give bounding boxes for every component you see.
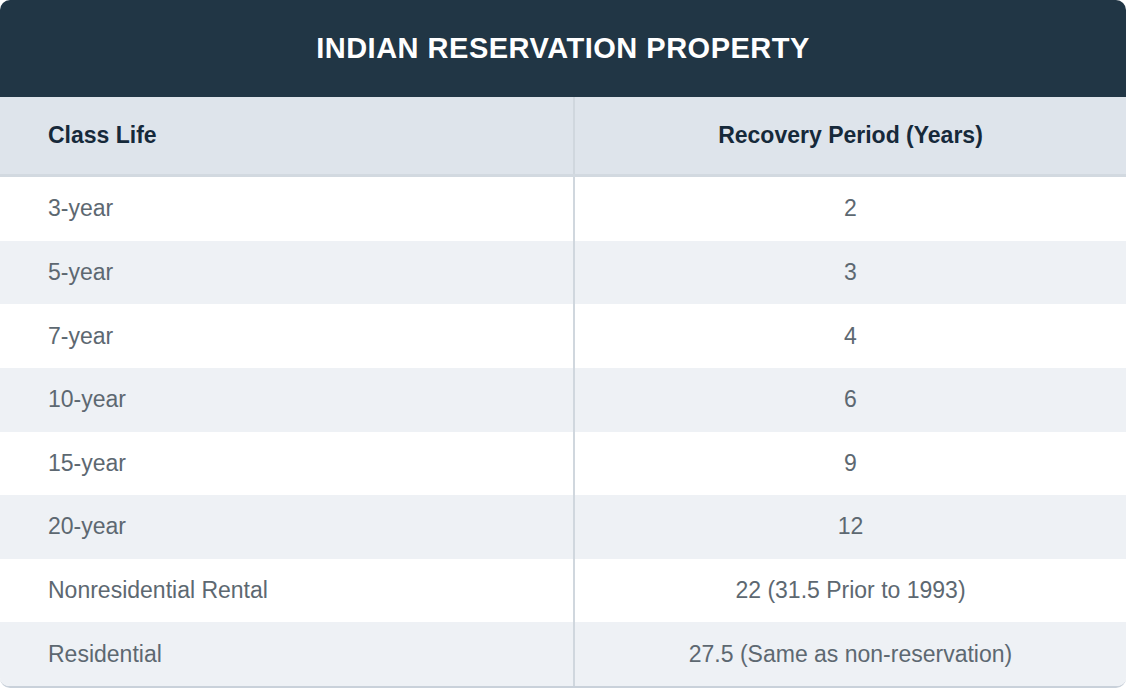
- column-header-class-life: Class Life: [0, 97, 575, 174]
- recovery-period-cell: 12: [575, 495, 1126, 559]
- table-title-bar: INDIAN RESERVATION PROPERTY: [0, 0, 1126, 97]
- table-row: 7-year 4: [0, 304, 1126, 368]
- recovery-period-cell: 2: [575, 177, 1126, 241]
- table-row: 20-year 12: [0, 495, 1126, 559]
- table-row: 3-year 2: [0, 177, 1126, 241]
- class-life-cell: 5-year: [0, 241, 575, 305]
- recovery-period-cell: 9: [575, 432, 1126, 496]
- column-header-recovery-period: Recovery Period (Years): [575, 97, 1126, 174]
- indian-reservation-property-card: INDIAN RESERVATION PROPERTY Class Life R…: [0, 0, 1126, 688]
- table-row: 15-year 9: [0, 432, 1126, 496]
- class-life-cell: 20-year: [0, 495, 575, 559]
- table-title: INDIAN RESERVATION PROPERTY: [316, 32, 810, 65]
- recovery-period-cell: 4: [575, 304, 1126, 368]
- class-life-cell: 3-year: [0, 177, 575, 241]
- table-row: Residential 27.5 (Same as non-reservatio…: [0, 622, 1126, 686]
- recovery-period-cell: 27.5 (Same as non-reservation): [575, 622, 1126, 686]
- table-body: 3-year 2 5-year 3 7-year 4 10-year 6 15-…: [0, 177, 1126, 686]
- table-header-row: Class Life Recovery Period (Years): [0, 97, 1126, 177]
- class-life-cell: 15-year: [0, 432, 575, 496]
- recovery-period-cell: 22 (31.5 Prior to 1993): [575, 559, 1126, 623]
- table-row: Nonresidential Rental 22 (31.5 Prior to …: [0, 559, 1126, 623]
- recovery-period-cell: 6: [575, 368, 1126, 432]
- class-life-cell: 7-year: [0, 304, 575, 368]
- table-row: 5-year 3: [0, 241, 1126, 305]
- class-life-cell: Nonresidential Rental: [0, 559, 575, 623]
- class-life-cell: Residential: [0, 622, 575, 686]
- class-life-cell: 10-year: [0, 368, 575, 432]
- recovery-period-cell: 3: [575, 241, 1126, 305]
- table-row: 10-year 6: [0, 368, 1126, 432]
